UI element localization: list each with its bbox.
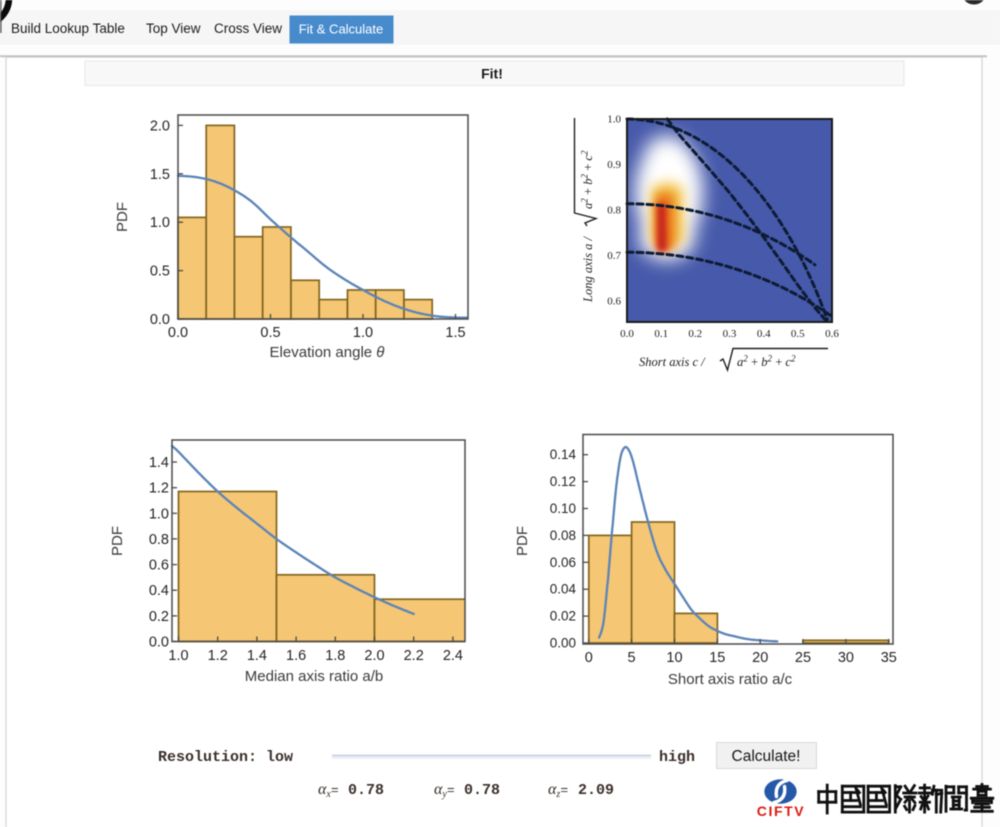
svg-text:0.2: 0.2 [149, 609, 169, 625]
svg-text:15: 15 [709, 650, 725, 666]
svg-text:25: 25 [795, 650, 811, 666]
svg-text:Median axis ratio a/b: Median axis ratio a/b [245, 668, 383, 685]
svg-text:Calculate!: Calculate! [732, 748, 801, 765]
svg-text:1.4: 1.4 [149, 455, 169, 471]
svg-text:1.0: 1.0 [353, 325, 373, 341]
svg-text:0.04: 0.04 [550, 582, 577, 597]
svg-text:0.9: 0.9 [607, 159, 621, 171]
svg-text:PDF: PDF [514, 526, 531, 556]
svg-text:0.08: 0.08 [550, 528, 576, 543]
svg-text:0.6: 0.6 [825, 328, 839, 340]
svg-text:0.5: 0.5 [260, 325, 280, 341]
svg-text:0.5: 0.5 [791, 328, 805, 340]
svg-text:CIFTV: CIFTV [757, 803, 805, 819]
svg-text:2.4: 2.4 [443, 648, 463, 664]
svg-text:1.5: 1.5 [445, 325, 465, 341]
svg-text:αx=: αx= [318, 781, 339, 800]
svg-text:0.02: 0.02 [550, 609, 576, 624]
svg-text:1.4: 1.4 [247, 648, 267, 664]
svg-text:1.2: 1.2 [208, 648, 228, 664]
svg-text:αy=: αy= [434, 781, 455, 800]
svg-text:0.06: 0.06 [550, 555, 576, 570]
svg-text:0: 0 [585, 650, 593, 666]
svg-text:0.78: 0.78 [348, 782, 384, 799]
svg-text:5: 5 [628, 650, 636, 666]
svg-text:0.2: 0.2 [688, 328, 702, 340]
svg-text:Cross View: Cross View [214, 21, 282, 36]
svg-text:35: 35 [881, 650, 897, 666]
svg-text:Elevation angle θ: Elevation angle θ [270, 344, 385, 361]
svg-text:1.0: 1.0 [607, 114, 621, 126]
svg-text:high: high [659, 749, 695, 766]
svg-text:Resolution: low: Resolution: low [158, 749, 293, 766]
svg-text:0.0: 0.0 [168, 325, 188, 341]
svg-text:10: 10 [666, 650, 682, 666]
svg-text:Short axis c /: Short axis c / [639, 355, 706, 369]
svg-text:0.12: 0.12 [550, 474, 576, 489]
svg-text:0.0: 0.0 [620, 328, 634, 340]
svg-text:Build Lookup Table: Build Lookup Table [11, 21, 125, 36]
svg-text:0.0: 0.0 [150, 312, 170, 328]
svg-text:0.7: 0.7 [607, 250, 621, 262]
svg-text:0.3: 0.3 [723, 328, 737, 340]
svg-text:1.2: 1.2 [149, 481, 169, 497]
svg-text:2.2: 2.2 [404, 648, 424, 664]
svg-text:PDF: PDF [114, 202, 131, 232]
svg-text:0.6: 0.6 [607, 296, 621, 308]
svg-text:a2 + b2 + c2: a2 + b2 + c2 [580, 150, 596, 209]
svg-text:0.00: 0.00 [550, 636, 576, 651]
svg-text:0.5: 0.5 [150, 264, 170, 280]
svg-text:0.8: 0.8 [149, 532, 169, 548]
svg-text:2.0: 2.0 [364, 648, 384, 664]
svg-text:0.6: 0.6 [149, 558, 169, 574]
svg-text:0.0: 0.0 [149, 635, 169, 651]
svg-text:PDF: PDF [109, 526, 126, 556]
svg-text:30: 30 [838, 650, 854, 666]
svg-text:0.4: 0.4 [149, 583, 169, 599]
svg-text:Short axis ratio a/c: Short axis ratio a/c [668, 671, 793, 688]
svg-text:1.0: 1.0 [149, 506, 169, 522]
svg-text:1.6: 1.6 [286, 648, 306, 664]
svg-text:0.1: 0.1 [654, 328, 668, 340]
svg-text:1.8: 1.8 [325, 648, 345, 664]
svg-text:αz=: αz= [548, 781, 568, 800]
svg-text:20: 20 [752, 650, 768, 666]
svg-text:a2 + b2 + c2: a2 + b2 + c2 [737, 354, 796, 370]
svg-text:2.0: 2.0 [150, 118, 170, 134]
svg-text:1.0: 1.0 [150, 215, 170, 231]
svg-text:Top View: Top View [146, 21, 201, 36]
svg-text:Fit!: Fit! [481, 66, 503, 82]
svg-text:0.10: 0.10 [550, 501, 576, 516]
svg-text:1.0: 1.0 [168, 648, 188, 664]
svg-text:2.09: 2.09 [578, 782, 614, 799]
svg-text:0.4: 0.4 [757, 328, 771, 340]
svg-text:Fit & Calculate: Fit & Calculate [299, 22, 384, 37]
svg-text:Long axis a /: Long axis a / [581, 236, 595, 303]
svg-text:0.14: 0.14 [550, 447, 577, 462]
svg-text:0.78: 0.78 [464, 782, 500, 799]
svg-text:0.8: 0.8 [607, 205, 621, 217]
svg-text:1.5: 1.5 [150, 167, 170, 183]
